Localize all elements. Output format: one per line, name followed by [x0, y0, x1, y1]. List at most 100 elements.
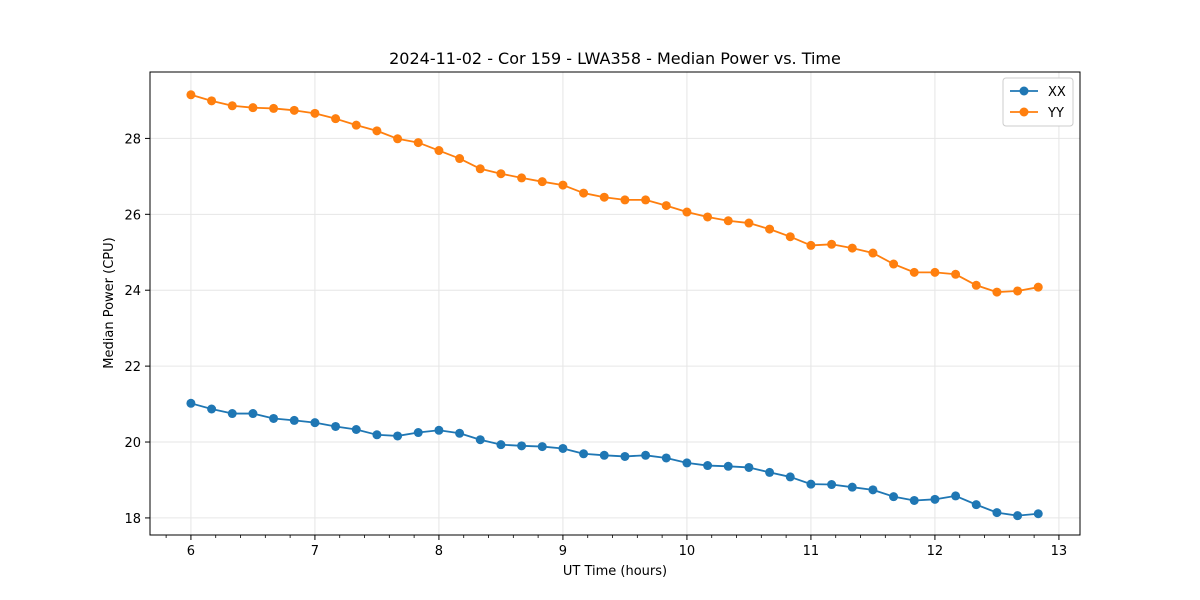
data-point-yy: [971, 280, 981, 290]
data-point-yy: [744, 218, 754, 228]
data-point-yy: [248, 103, 258, 113]
data-point-yy: [951, 269, 961, 279]
data-point-yy: [393, 134, 403, 144]
data-point-xx: [455, 428, 465, 438]
data-point-yy: [579, 188, 589, 198]
data-point-xx: [186, 398, 196, 408]
data-point-yy: [372, 126, 382, 136]
data-point-yy: [827, 239, 837, 249]
x-tick-label: 10: [679, 544, 696, 559]
x-tick-label: 9: [559, 544, 567, 559]
legend-label-yy: YY: [1047, 106, 1064, 121]
data-point-yy: [806, 240, 816, 250]
legend-label-xx: XX: [1048, 85, 1066, 100]
data-point-yy: [496, 169, 506, 179]
data-point-xx: [248, 409, 258, 419]
data-point-yy: [723, 216, 733, 226]
data-point-yy: [785, 232, 795, 242]
data-point-xx: [889, 492, 899, 502]
data-point-xx: [207, 404, 217, 414]
data-point-yy: [475, 164, 485, 174]
data-point-xx: [537, 442, 547, 452]
data-point-yy: [351, 120, 361, 130]
data-point-yy: [537, 177, 547, 187]
data-point-yy: [186, 90, 196, 100]
data-point-yy: [269, 103, 279, 113]
data-point-yy: [868, 248, 878, 258]
data-point-xx: [827, 480, 837, 490]
data-point-xx: [847, 482, 857, 492]
data-point-xx: [868, 485, 878, 495]
legend: XX YY: [1002, 77, 1074, 127]
data-point-xx: [413, 428, 423, 438]
data-point-yy: [1013, 286, 1023, 296]
data-point-xx: [641, 450, 651, 460]
x-tick-label: 6: [187, 544, 195, 559]
data-point-xx: [289, 415, 299, 425]
y-tick-label: 18: [124, 512, 141, 527]
x-tick-label: 8: [435, 544, 443, 559]
data-point-xx: [269, 413, 279, 423]
data-point-yy: [889, 259, 899, 269]
data-point-yy: [847, 243, 857, 253]
data-point-xx: [558, 443, 568, 453]
data-point-yy: [765, 224, 775, 234]
data-point-xx: [620, 451, 630, 461]
data-point-xx: [331, 421, 341, 431]
y-tick-label: 20: [124, 436, 141, 451]
data-point-xx: [723, 461, 733, 471]
data-point-yy: [207, 96, 217, 106]
y-tick-label: 22: [124, 360, 141, 375]
data-point-xx: [682, 458, 692, 468]
data-point-xx: [951, 491, 961, 501]
data-point-xx: [992, 508, 1002, 518]
data-point-xx: [785, 472, 795, 482]
data-point-yy: [992, 287, 1002, 297]
ticks: 6 7 8 9 10 11 12 13 18 20 22 24 26 28: [124, 132, 1067, 559]
data-point-yy: [599, 192, 609, 202]
data-point-xx: [909, 495, 919, 505]
data-point-xx: [744, 462, 754, 472]
x-tick-label: 13: [1051, 544, 1068, 559]
data-point-xx: [661, 453, 671, 463]
data-point-yy: [620, 195, 630, 205]
data-point-xx: [310, 418, 320, 428]
data-point-xx: [1013, 511, 1023, 521]
series: [186, 90, 1043, 521]
chart-title: 2024-11-02 - Cor 159 - LWA358 - Median P…: [389, 49, 841, 68]
data-point-xx: [393, 431, 403, 441]
x-tick-label: 12: [927, 544, 944, 559]
y-tick-label: 28: [124, 132, 141, 147]
data-point-yy: [909, 267, 919, 277]
data-point-yy: [331, 114, 341, 124]
data-point-xx: [496, 440, 506, 450]
x-tick-label: 11: [803, 544, 820, 559]
data-point-yy: [661, 201, 671, 211]
data-point-xx: [806, 479, 816, 489]
plot-frame: [149, 71, 1081, 536]
x-axis-label: UT Time (hours): [563, 564, 667, 579]
data-point-yy: [310, 108, 320, 118]
data-point-yy: [703, 212, 713, 222]
data-point-xx: [351, 424, 361, 434]
data-point-xx: [517, 441, 527, 451]
data-point-yy: [227, 101, 237, 111]
x-tick-label: 7: [311, 544, 319, 559]
y-axis-label: Median Power (CPU): [102, 237, 117, 368]
data-point-xx: [579, 449, 589, 459]
data-point-yy: [682, 207, 692, 217]
data-point-yy: [455, 154, 465, 164]
data-point-yy: [413, 138, 423, 148]
data-point-yy: [517, 173, 527, 183]
data-point-yy: [434, 146, 444, 156]
legend-marker-yy: [1019, 107, 1029, 117]
data-point-xx: [930, 494, 940, 504]
data-point-xx: [971, 500, 981, 510]
data-point-yy: [930, 267, 940, 277]
data-point-xx: [372, 430, 382, 440]
data-point-yy: [641, 195, 651, 205]
data-point-xx: [1033, 509, 1043, 519]
y-tick-label: 24: [124, 284, 141, 299]
